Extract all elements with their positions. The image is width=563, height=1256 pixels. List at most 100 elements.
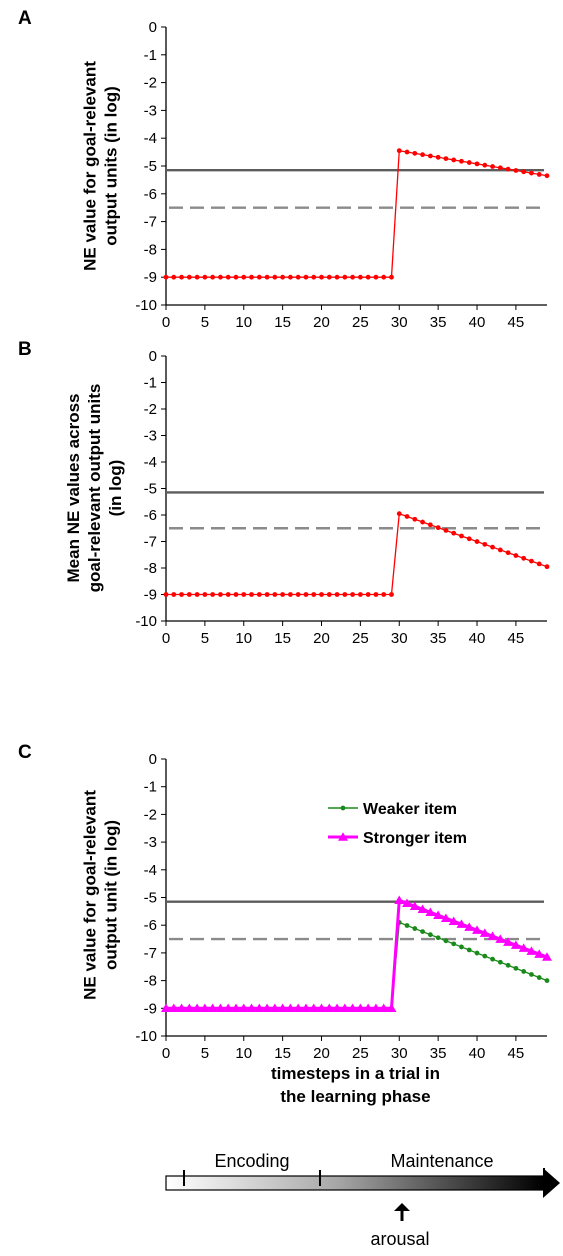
data-point (529, 170, 534, 176)
data-point (355, 1003, 366, 1013)
data-point (487, 931, 498, 940)
data-point (285, 1003, 296, 1013)
data-point (402, 898, 413, 908)
data-point (218, 592, 223, 597)
data-point (482, 541, 488, 547)
data-point (479, 928, 490, 937)
data-point (381, 274, 387, 280)
data-point (464, 922, 475, 931)
data-point (482, 953, 488, 959)
data-point (332, 1003, 343, 1013)
data-point (518, 943, 529, 952)
data-point (272, 592, 278, 597)
panel-label: C (18, 742, 32, 763)
data-point (280, 592, 286, 597)
data-point (482, 162, 488, 168)
data-point (373, 274, 379, 280)
arousal-arrow-icon (394, 1203, 410, 1211)
y-tick-label: -6 (144, 186, 157, 203)
data-point (324, 1003, 335, 1013)
data-point (264, 274, 270, 280)
data-point (192, 1003, 203, 1013)
data-point (277, 1003, 288, 1013)
x-axis-title-line: timesteps in a trial in (271, 1064, 440, 1083)
data-point (163, 274, 169, 280)
data-point (246, 1003, 257, 1013)
series-stronger-item (161, 895, 552, 1013)
data-point (459, 533, 464, 539)
panel-label: B (18, 339, 32, 360)
legend-label: Stronger item (363, 830, 467, 847)
data-point (466, 536, 472, 542)
y-tick-label: -1 (144, 47, 157, 64)
data-point (443, 938, 449, 944)
data-point (456, 919, 467, 928)
x-tick-label: 20 (313, 1045, 330, 1062)
y-axis-title: NE value for goal-relevant output units (… (81, 61, 121, 271)
data-point (215, 1003, 226, 1013)
data-point (440, 913, 451, 922)
panel-label: A (18, 8, 32, 29)
data-point (544, 978, 550, 983)
data-point (199, 1003, 210, 1013)
data-point (459, 944, 464, 950)
data-point (389, 592, 394, 597)
x-tick-label: 5 (201, 630, 209, 647)
x-tick-label: 40 (469, 314, 486, 331)
data-point (505, 962, 511, 968)
data-point (241, 592, 247, 597)
data-point (472, 925, 483, 934)
data-point (425, 907, 436, 916)
y-tick-label: -10 (135, 613, 157, 630)
timeline-arrowhead (543, 1168, 560, 1198)
data-point (427, 932, 433, 938)
data-point (334, 592, 340, 597)
data-point (319, 592, 324, 597)
phase-label-encoding: Encoding (214, 1151, 289, 1171)
x-tick-label: 25 (352, 314, 369, 331)
data-point (381, 592, 387, 597)
data-point (319, 274, 324, 280)
data-point (225, 592, 231, 597)
data-point (404, 923, 410, 928)
y-tick-label: -2 (144, 806, 157, 823)
data-point (249, 592, 254, 597)
data-point (490, 164, 495, 169)
y-tick-label: -6 (144, 507, 157, 524)
data-point (365, 592, 371, 597)
data-point (339, 1003, 350, 1013)
data-point (256, 274, 262, 280)
data-point (210, 592, 216, 597)
data-point (311, 274, 317, 280)
series-line (166, 512, 548, 596)
y-tick-label: 0 (149, 751, 157, 768)
x-tick-label: 40 (469, 1045, 486, 1062)
data-point (412, 516, 418, 522)
y-tick-label: -1 (144, 375, 157, 392)
data-point (363, 1003, 374, 1013)
y-tick-label: -7 (144, 534, 157, 551)
data-point (342, 592, 348, 597)
data-point (404, 149, 410, 155)
data-point (326, 274, 332, 280)
data-point (300, 1003, 311, 1013)
data-point (505, 166, 511, 172)
data-point (295, 274, 301, 280)
data-point (521, 169, 527, 175)
y-tick-label: -8 (144, 560, 157, 577)
data-point (490, 956, 495, 962)
y-tick-label: -8 (144, 241, 157, 258)
data-point (412, 150, 418, 156)
y-tick-label: -3 (144, 428, 157, 445)
data-point (534, 949, 545, 958)
y-tick-label: -7 (144, 214, 157, 231)
y-tick-label: -9 (144, 1000, 157, 1017)
x-tick-label: 10 (235, 314, 252, 331)
data-point (249, 274, 254, 280)
arousal-label: arousal (370, 1229, 429, 1249)
data-point (529, 558, 534, 564)
data-point (497, 165, 503, 171)
data-point (513, 553, 519, 558)
data-point (303, 274, 309, 280)
data-point (435, 525, 441, 531)
